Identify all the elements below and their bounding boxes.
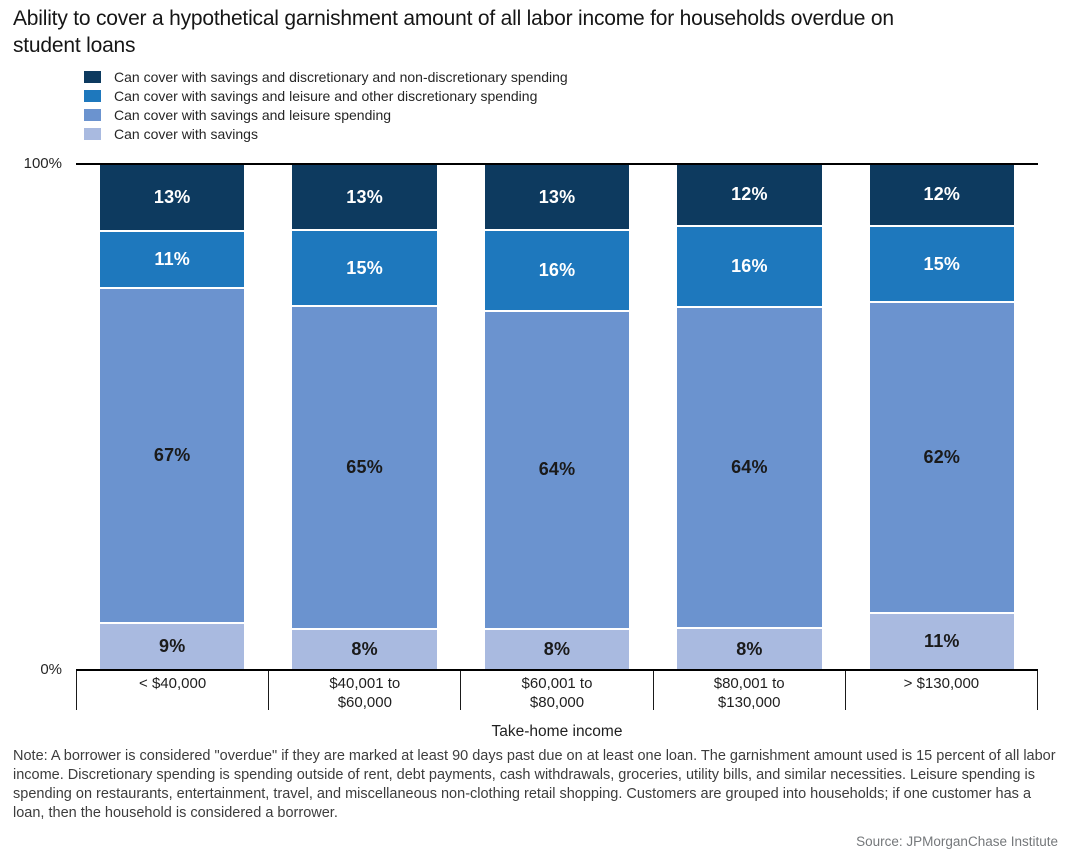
bar-segment: 13% [100,165,245,230]
legend-item: Can cover with savings and discretionary… [84,67,568,86]
segment-value-label: 9% [158,636,186,657]
legend-item: Can cover with savings [84,124,568,143]
segment-value-label: 11% [154,248,191,269]
segment-value-label: 12% [731,184,768,205]
bar-slot: 13% 11% 67% 9% [76,165,268,669]
x-axis-title: Take-home income [491,723,623,740]
bar-segment: 12% [677,165,822,225]
segment-value-label: 15% [346,257,383,278]
segment-value-label: 64% [538,459,576,480]
bar-segment: 15% [869,224,1014,302]
segment-value-label: 12% [923,184,961,205]
legend: Can cover with savings and discretionary… [84,67,568,143]
stacked-bar: 12% 16% 64% 8% [677,165,822,670]
bar-segment: 11% [869,612,1014,670]
stacked-bar: 13% 16% 64% 8% [484,165,630,669]
segment-value-label: 8% [351,638,378,659]
legend-swatch-icon [84,108,101,121]
stacked-bar: 13% 15% 65% 8% [292,165,437,669]
bar-slot: 12% 15% 62% 11% [846,165,1038,670]
bar-segment: 16% [484,229,630,310]
bar-slot: 13% 15% 65% 8% [268,165,460,669]
y-axis-tick-100: 100% [23,155,62,172]
bar-segment: 13% [292,165,437,230]
plot-area: 13% 11% 67% 9% 13% 15% 65% 8% 13% 16% 64% 8% 12% 16% 6… [76,163,1038,670]
segment-value-label: 62% [923,447,961,468]
bar-segment: 11% [100,229,245,287]
x-axis-strip: < $40,000 $40,001 to $60,000 $60,001 to $80,… [76,669,1039,711]
x-axis-category: $40,001 to $60,000 [268,671,460,711]
legend-label: Can cover with savings and discretionary… [114,68,568,85]
legend-item: Can cover with savings and leisure and o… [84,86,568,105]
bar-slot: 13% 16% 64% 8% [461,165,653,669]
x-axis-category: $60,001 to $80,000 [460,671,652,711]
footnote: Note: A borrower is considered "overdue"… [13,748,1056,821]
bar-segment: 64% [484,309,630,628]
segment-value-label: 8% [543,638,571,659]
segment-value-label: 65% [346,456,383,477]
legend-label: Can cover with savings and leisure spend… [114,106,392,123]
bar-segment: 8% [292,627,437,669]
bar-segment: 16% [677,224,822,307]
x-axis-category: $80,001 to $130,000 [652,671,845,711]
stacked-bar: 12% 15% 62% 11% [869,165,1014,670]
bar-segment: 8% [677,627,822,670]
legend-item: Can cover with savings and leisure spend… [84,105,568,124]
bar-segment: 62% [869,301,1014,613]
segment-value-label: 13% [538,186,576,207]
legend-swatch-icon [84,127,101,140]
x-axis-category: > $130,000 [844,671,1039,710]
segment-value-label: 8% [736,638,763,659]
bar-segment: 13% [484,165,630,230]
legend-swatch-icon [84,89,101,102]
stacked-bar: 13% 11% 67% 9% [100,165,245,669]
legend-label: Can cover with savings [114,125,258,142]
bar-slot: 12% 16% 64% 8% [653,165,845,670]
bar-segment: 15% [292,229,437,306]
segment-value-label: 67% [153,444,191,465]
x-axis-category: < $40,000 [76,671,268,710]
bar-segment: 8% [484,627,630,669]
bar-segment: 9% [100,622,245,669]
bar-segment: 64% [677,306,822,628]
segment-value-label: 13% [346,186,383,207]
bar-segment: 12% [869,165,1014,225]
y-axis-tick-0: 0% [40,661,62,678]
legend-swatch-icon [84,70,101,83]
segment-value-label: 11% [924,631,960,652]
segment-value-label: 15% [923,253,961,274]
segment-value-label: 64% [731,457,768,478]
chart-title: Ability to cover a hypothetical garnishm… [13,7,894,58]
segment-value-label: 16% [731,256,768,277]
bar-segment: 67% [100,286,245,623]
source-attribution: Source: JPMorganChase Institute [856,834,1058,849]
bar-segment: 65% [292,305,437,628]
segment-value-label: 13% [153,186,191,207]
segment-value-label: 16% [538,260,576,281]
legend-label: Can cover with savings and leisure and o… [114,87,538,104]
